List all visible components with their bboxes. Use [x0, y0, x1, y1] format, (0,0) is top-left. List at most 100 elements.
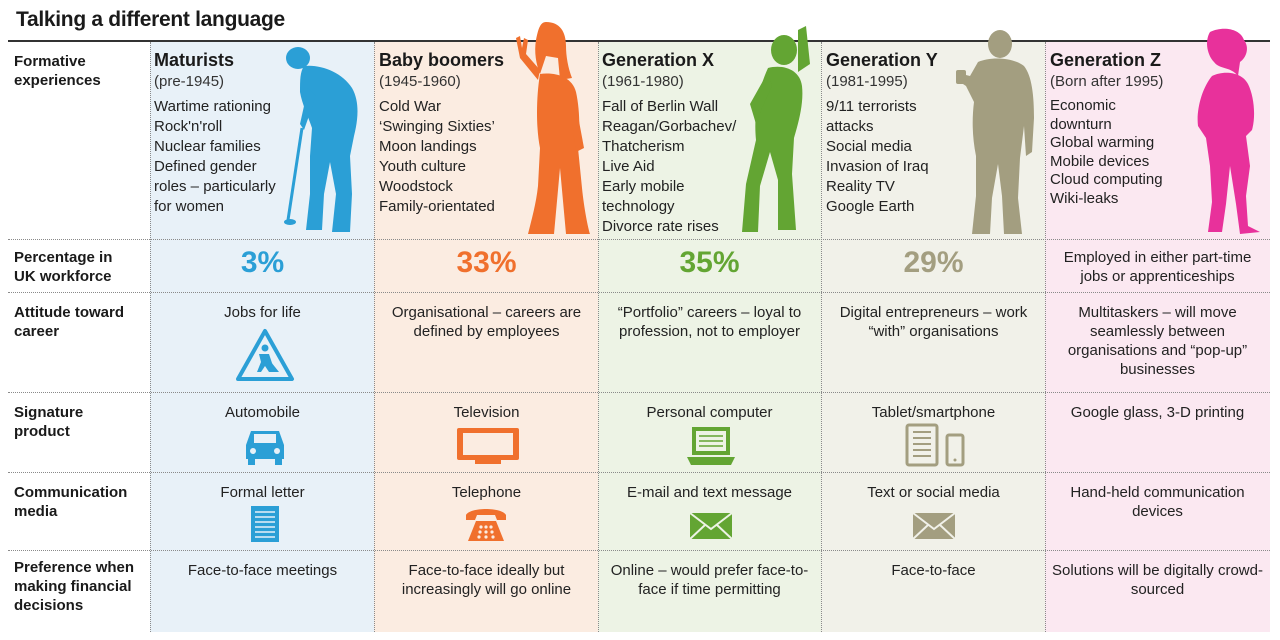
experience-item: Family-orientated	[379, 198, 495, 215]
preference-genx: Online – would prefer face-to-face if ti…	[610, 562, 809, 598]
experience-item: Defined gender	[154, 158, 257, 175]
experience-item: technology	[602, 198, 675, 215]
gen-years-geny: (1981-1995)	[826, 73, 908, 90]
letter-icon	[251, 506, 279, 542]
envelope-icon	[689, 512, 733, 540]
row-divider	[8, 550, 1270, 551]
product-geny: Tablet/smartphone	[871, 404, 996, 421]
attitude-boomers: Organisational – careers are defined by …	[391, 304, 582, 340]
preference-maturists: Face-to-face meetings	[187, 562, 338, 579]
experience-item: Mobile devices	[1050, 152, 1150, 170]
column-divider	[821, 42, 822, 632]
experience-list-genx: Fall of Berlin Wall Reagan/Gorbachev/ Th…	[602, 97, 736, 237]
product-maturists: Automobile	[224, 404, 301, 421]
experience-list-genz: Economic downturn Global warming Mobile …	[1050, 97, 1163, 208]
preference-boomers: Face-to-face ideally but increasingly wi…	[401, 562, 572, 598]
experience-item: Global warming	[1050, 134, 1155, 151]
experience-item: Wartime rationing	[154, 98, 271, 115]
experience-item: Early mobile	[602, 178, 685, 195]
product-genx: Personal computer	[646, 404, 773, 421]
column-divider	[598, 42, 599, 632]
experience-item: roles – particularly	[154, 178, 276, 195]
gen-name-genz: Generation Z	[1050, 50, 1162, 70]
experience-item: Youth culture	[379, 158, 467, 175]
experience-item: for women	[154, 198, 225, 215]
product-boomers: Television	[453, 404, 520, 421]
experience-item: 9/11 terrorists	[826, 98, 917, 115]
row-divider	[8, 472, 1270, 473]
attitude-genx: “Portfolio” careers – loyal to professio…	[617, 304, 802, 340]
experience-list-boomers: Cold War ‘Swinging Sixties’ Moon landing…	[379, 97, 495, 217]
gen-years-genx: (1961-1980)	[602, 73, 684, 90]
experience-item: Rock'n'roll	[154, 118, 223, 135]
product-genz: Google glass, 3-D printing	[1070, 404, 1245, 421]
envelope-icon	[912, 512, 956, 540]
television-icon	[457, 428, 519, 464]
experience-item: Fall of Berlin Wall	[602, 98, 719, 115]
percentage-genx: 35%	[679, 246, 740, 279]
row-label-communication: Communication media	[14, 484, 128, 520]
experience-item: Reality TV	[826, 178, 895, 195]
column-divider	[1045, 42, 1046, 632]
percentage-genz: Employed in either part-time jobs or app…	[1063, 249, 1252, 285]
laptop-icon	[687, 427, 735, 465]
experience-item: downturn	[1050, 115, 1112, 133]
gen-years-boomers: (1945-1960)	[379, 73, 461, 90]
row-divider	[8, 392, 1270, 393]
preference-genz: Solutions will be digitally crowd-source…	[1052, 562, 1263, 598]
experience-item: Social media	[826, 138, 912, 155]
experience-item: Wiki-leaks	[1050, 189, 1119, 207]
page-title: Talking a different language	[16, 8, 285, 31]
experience-item: Live Aid	[602, 158, 655, 175]
row-label-attitude: Attitude toward career	[14, 304, 124, 340]
column-divider	[150, 42, 151, 632]
communication-genz: Hand-held communication devices	[1070, 484, 1245, 520]
experience-item: Economic	[1050, 97, 1116, 114]
experience-item: Nuclear families	[154, 138, 261, 155]
communication-genx: E-mail and text message	[626, 484, 793, 501]
telephone-icon	[466, 509, 506, 541]
experience-list-maturists: Wartime rationing Rock'n'roll Nuclear fa…	[154, 97, 276, 217]
experience-item: Divorce rate rises	[602, 218, 719, 235]
experience-item: Cold War	[379, 98, 441, 115]
title-divider	[8, 40, 1270, 42]
gen-name-geny: Generation Y	[826, 50, 938, 70]
row-label-preference: Preference when making financial decisio…	[14, 559, 135, 614]
maturist-golfer-silhouette	[284, 47, 358, 232]
preference-geny: Face-to-face	[891, 562, 976, 579]
attitude-maturists: Jobs for life	[224, 304, 301, 321]
gen-name-maturists: Maturists	[154, 50, 235, 70]
column-divider	[374, 42, 375, 632]
row-divider	[8, 292, 1270, 293]
car-icon	[246, 431, 284, 465]
experience-item: Cloud computing	[1050, 171, 1163, 188]
tablet-smartphone-icon	[905, 423, 965, 467]
gen-years-maturists: (pre-1945)	[154, 73, 225, 90]
attitude-geny: Digital entrepreneurs – work “with” orga…	[839, 304, 1028, 340]
communication-geny: Text or social media	[867, 484, 1000, 501]
communication-maturists: Formal letter	[220, 484, 305, 501]
experience-item: Moon landings	[379, 138, 477, 155]
boomer-hippie-silhouette	[516, 22, 590, 234]
experience-item: ‘Swinging Sixties’	[379, 118, 495, 135]
attitude-genz: Multitaskers – will move seamlessly betw…	[1067, 304, 1248, 378]
genz-girl-silhouette	[1197, 28, 1260, 234]
gen-years-genz: (Born after 1995)	[1050, 73, 1164, 90]
experience-item: Thatcherism	[602, 138, 685, 155]
row-label-formative: Formative experiences	[14, 53, 101, 89]
experience-item: Invasion of Iraq	[826, 158, 929, 175]
percentage-boomers: 33%	[456, 246, 517, 279]
experience-item: Google Earth	[826, 198, 915, 215]
percentage-geny: 29%	[903, 246, 964, 279]
geny-phone-user-silhouette	[956, 30, 1034, 234]
row-divider	[8, 239, 1270, 240]
gen-name-boomers: Baby boomers	[379, 50, 505, 70]
genx-dancer-silhouette	[742, 26, 810, 232]
row-label-percentage: Percentage in UK workforce	[14, 249, 113, 285]
communication-boomers: Telephone	[451, 484, 522, 501]
experience-item: attacks	[826, 118, 874, 135]
row-label-product: Signature product	[14, 404, 84, 440]
experience-item: Reagan/Gorbachev/	[602, 118, 737, 135]
road-work-sign-icon	[236, 329, 294, 381]
experience-list-geny: 9/11 terrorists attacks Social media Inv…	[826, 97, 929, 217]
